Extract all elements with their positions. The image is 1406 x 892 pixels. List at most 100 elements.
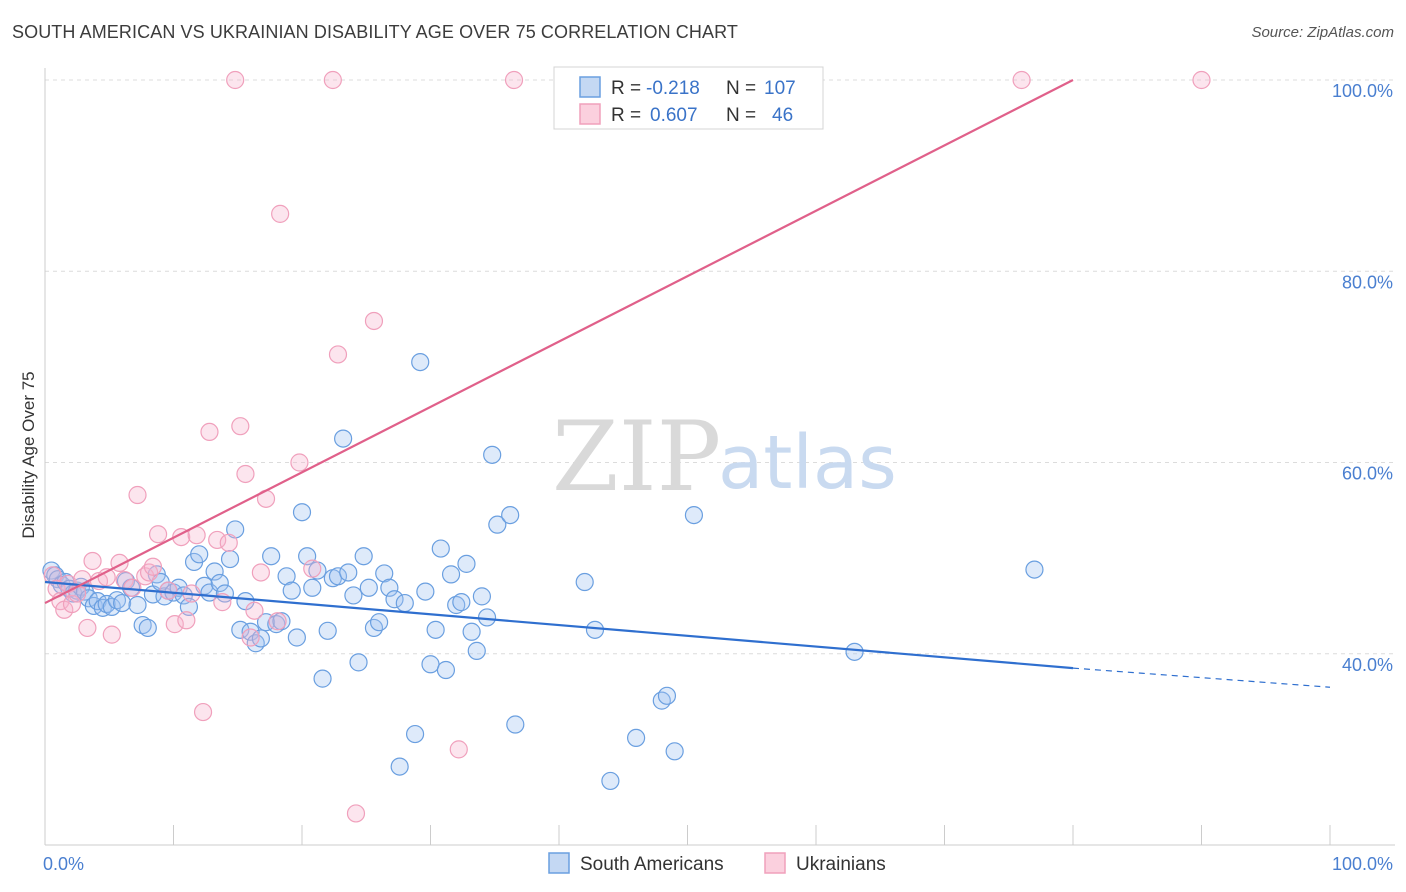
point-ukrainian-37 — [251, 563, 270, 582]
point-ukrainian-45 — [346, 804, 366, 823]
point-south-american-80 — [436, 660, 456, 680]
point-south-american-77 — [421, 655, 440, 674]
trend-line-extension-0 — [1072, 667, 1331, 688]
point-south-american-88 — [477, 608, 497, 627]
x-tick-label-1: 100.0% — [1332, 854, 1393, 874]
point-south-american-65 — [354, 547, 373, 566]
axes — [44, 68, 1395, 846]
point-south-american-78 — [426, 620, 445, 639]
point-ukrainian-31 — [219, 533, 238, 552]
watermark-atlas: atlas — [718, 420, 897, 506]
bottom-legend-label-south-americans: South Americans — [580, 854, 724, 875]
legend-n-value-2: 46 — [772, 105, 793, 126]
point-south-american-58 — [318, 621, 337, 640]
chart-title: SOUTH AMERICAN VS UKRAINIAN DISABILITY A… — [12, 22, 738, 42]
point-south-american-98 — [657, 686, 677, 705]
series-legend: South Americans Ukrainians — [548, 852, 886, 875]
point-south-american-81 — [441, 565, 461, 584]
point-south-american-22 — [138, 618, 157, 638]
point-south-american-50 — [277, 567, 296, 586]
point-south-american-89 — [483, 445, 502, 464]
point-south-american-82 — [447, 595, 466, 615]
point-south-american-39 — [220, 549, 240, 569]
point-ukrainian-49 — [1012, 70, 1031, 90]
bottom-legend-swatch-ukrainians — [764, 852, 786, 874]
point-ukrainian-32 — [226, 70, 245, 90]
point-ukrainian-36 — [245, 601, 264, 620]
legend-n-label-1: N = — [726, 78, 756, 99]
y-tick-label-0: 40.0% — [1342, 655, 1393, 675]
point-ukrainian-28 — [200, 422, 219, 441]
point-ukrainian-39 — [268, 612, 287, 631]
point-south-american-96 — [626, 728, 646, 748]
series-south-americans — [42, 352, 1044, 791]
bottom-legend-swatch-south-americans — [548, 852, 570, 874]
point-ukrainian-44 — [328, 345, 348, 364]
point-ukrainian-33 — [231, 417, 250, 436]
point-south-american-84 — [457, 554, 476, 573]
point-ukrainian-47 — [449, 740, 468, 759]
point-south-american-17 — [112, 593, 132, 613]
point-south-american-79 — [431, 539, 450, 558]
point-south-american-69 — [375, 564, 394, 583]
point-ukrainian-42 — [303, 559, 322, 578]
point-south-american-63 — [344, 586, 363, 605]
point-south-american-51 — [282, 581, 301, 600]
legend-swatch-south-americans — [579, 76, 601, 98]
point-south-american-64 — [349, 653, 368, 672]
point-south-american-83 — [452, 593, 471, 612]
point-ukrainian-34 — [236, 464, 255, 484]
point-ukrainian-12 — [102, 625, 121, 644]
legend-n-label-2: N = — [726, 105, 756, 126]
point-south-american-49 — [272, 612, 291, 631]
point-south-american-60 — [328, 567, 348, 586]
legend-swatch-ukrainians — [579, 103, 601, 125]
point-ukrainian-16 — [128, 485, 147, 505]
point-south-american-36 — [205, 562, 224, 581]
point-south-american-66 — [359, 578, 378, 597]
point-south-american-43 — [241, 622, 260, 641]
point-south-american-14 — [97, 594, 116, 614]
point-south-american-95 — [601, 771, 620, 791]
legend-n-value-1: 107 — [764, 78, 796, 99]
point-south-american-67 — [364, 618, 384, 638]
legend-r-value-2: 0.607 — [650, 105, 698, 126]
point-ukrainian-22 — [165, 615, 184, 634]
point-ukrainian-43 — [323, 70, 342, 90]
point-south-american-21 — [133, 615, 152, 635]
point-ukrainian-35 — [241, 628, 260, 647]
legend-r-label-1: R = — [611, 78, 641, 99]
point-south-american-53 — [292, 503, 312, 522]
point-south-american-74 — [405, 724, 425, 744]
point-south-american-75 — [411, 352, 430, 372]
x-tick-label-0: 0.0% — [43, 854, 84, 874]
point-south-american-52 — [287, 628, 306, 647]
point-south-american-31 — [179, 597, 199, 616]
point-ukrainian-20 — [148, 525, 168, 544]
point-south-american-92 — [506, 715, 525, 734]
tick-labels: 40.0% 60.0% 80.0% 100.0% 0.0% 100.0% — [43, 81, 1393, 874]
point-ukrainian-46 — [364, 311, 384, 331]
point-south-american-101 — [845, 642, 864, 661]
y-tick-label-3: 100.0% — [1332, 81, 1393, 101]
point-south-american-72 — [390, 757, 409, 776]
legend-r-value-1: -0.218 — [646, 78, 700, 99]
point-south-american-91 — [501, 505, 520, 525]
point-south-american-33 — [190, 545, 209, 564]
point-ukrainian-21 — [159, 581, 178, 600]
grid-lines — [45, 79, 1395, 655]
bottom-legend-label-ukrainians: Ukrainians — [796, 854, 886, 875]
point-ukrainian-8 — [78, 618, 97, 638]
point-south-american-100 — [684, 505, 704, 525]
y-tick-label-2: 80.0% — [1342, 272, 1393, 292]
point-south-american-70 — [380, 578, 399, 597]
point-south-american-94 — [585, 620, 605, 639]
point-ukrainian-50 — [1192, 70, 1211, 90]
legend-r-label-2: R = — [611, 105, 641, 126]
point-south-american-102 — [1025, 560, 1044, 579]
trend-lines — [44, 79, 1331, 688]
point-south-american-62 — [339, 563, 358, 582]
point-south-american-73 — [395, 593, 414, 613]
point-south-american-55 — [303, 578, 322, 597]
